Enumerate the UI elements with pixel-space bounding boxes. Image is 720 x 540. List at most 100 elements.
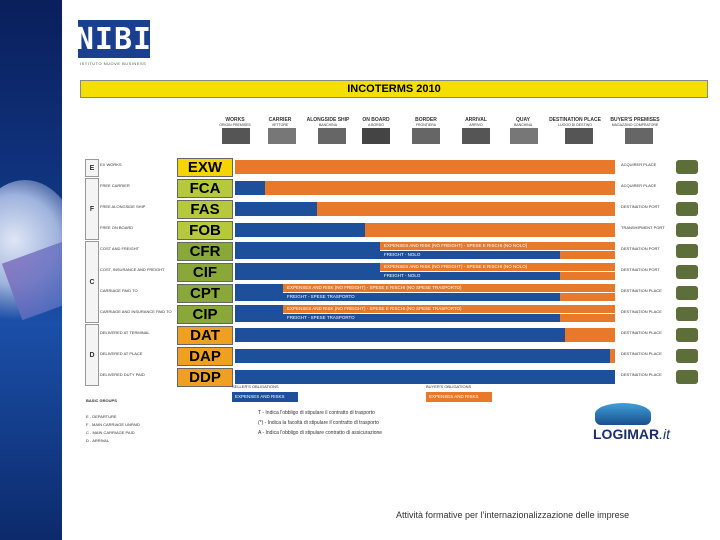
end-label: DESTINATION PORT: [621, 204, 660, 209]
group-cell: F: [85, 178, 99, 240]
freight-label: FREIGHT - NOLO: [384, 273, 421, 278]
freight-label: FREIGHT - NOLO: [384, 252, 421, 257]
row-label: EX WORKS: [100, 162, 122, 167]
seller-bar: [235, 263, 380, 280]
column-header: CARRIER VETTORE: [268, 117, 292, 127]
column-header: ALONGSIDE SHIP BANCHINA: [306, 117, 350, 127]
row-label: CARRIAGE PAID TO: [100, 288, 138, 293]
truck-icon: [676, 307, 698, 321]
border-icon: [412, 128, 440, 144]
ship-onboard-icon: [362, 128, 390, 144]
buyer-bar: [235, 160, 615, 174]
ship-alongside-icon: [318, 128, 346, 144]
seller-obligations-label: SELLER'S OBLIGATIONS: [232, 384, 279, 389]
expenses-risk-label: EXPENSES AND RISK (NO FREIGHT) - SPESE E…: [384, 243, 528, 248]
row-label: CARRIAGE AND INSURANCE PAID TO: [100, 309, 172, 314]
expenses-risk-transport-label: EXPENSES AND RISK (NO FREIGHT) - SPESE E…: [287, 285, 462, 290]
seller-bar: [235, 349, 610, 363]
incoterm-code: DAT: [177, 326, 233, 345]
chart-title-bar: INCOTERMS 2010: [80, 80, 708, 98]
basic-groups-label: BASIC GROUPS: [86, 398, 117, 403]
freight-bar: [283, 293, 560, 301]
seller-bar: [235, 370, 615, 384]
warehouse-icon: [625, 128, 653, 144]
legend-item: D - ARRIVAL: [86, 438, 110, 443]
note: (*) - Indica la facoltà di stipulare il …: [258, 420, 379, 426]
freight-bar: [380, 251, 560, 259]
buyer-bar: [317, 202, 615, 216]
chart-title: INCOTERMS 2010: [347, 83, 441, 95]
seller-bar: [235, 284, 283, 301]
note: T - Indica l'obbligo di stipulare il con…: [258, 410, 375, 416]
incoterm-code: FAS: [177, 200, 233, 219]
logimar-logo: LOGIMAR.it: [593, 403, 693, 443]
column-header: DESTINATION PLACE LUOGO DI DESTINO: [549, 117, 601, 127]
wave-icon: [595, 403, 651, 425]
group-cell: C: [85, 241, 99, 323]
buyer-bar: [560, 272, 615, 280]
row-label: COST, INSURANCE AND FREIGHT: [100, 267, 165, 272]
expenses-risk-transport-label: EXPENSES AND RISK (NO FREIGHT) - SPESE E…: [287, 306, 462, 311]
end-label: DESTINATION PLACE: [621, 372, 662, 377]
seller-bar: [235, 328, 565, 342]
incoterm-code: DAP: [177, 347, 233, 366]
end-label: DESTINATION PORT: [621, 267, 660, 272]
buyer-obligations-label: BUYER'S OBLIGATIONS: [426, 384, 472, 389]
end-label: DESTINATION PLACE: [621, 288, 662, 293]
logo-subtitle: ISTITUTO NUOVE BUSINESS: [80, 61, 147, 66]
ship-icon: [676, 202, 698, 216]
truck-icon: [676, 181, 698, 195]
row-label: DELIVERED AT PLACE: [100, 351, 143, 356]
incoterm-code: CPT: [177, 284, 233, 303]
ship-icon: [676, 265, 698, 279]
destination-truck-icon: [565, 128, 593, 144]
incoterm-code: FOB: [177, 221, 233, 240]
row-label: COST AND FREIGHT: [100, 246, 140, 251]
end-label: TRANSHIPMENT PORT: [621, 225, 665, 230]
buyer-bar: [560, 251, 615, 259]
buyer-bar: [565, 328, 615, 342]
column-header: WORKS ORIGIN PREMISES: [219, 117, 251, 127]
truck-icon: [268, 128, 296, 144]
seller-bar: [235, 181, 265, 195]
end-label: ACQUIRER PLACE: [621, 183, 657, 188]
incoterm-code: CIF: [177, 263, 233, 282]
ship-icon: [676, 244, 698, 258]
row-label: DELIVERED DUTY PAID: [100, 372, 145, 377]
nibi-logo: NIBI: [75, 20, 153, 58]
risk-bar: [380, 242, 615, 250]
buyer-bar: [365, 223, 615, 237]
end-label: DESTINATION PORT: [621, 246, 660, 251]
incoterm-code: CIP: [177, 305, 233, 324]
truck-icon: [676, 370, 698, 384]
incoterm-code: DDP: [177, 368, 233, 387]
row-label: DELIVERED AT TERMINAL: [100, 330, 150, 335]
factory-icon: [222, 128, 250, 144]
buyer-bar: [265, 181, 615, 195]
end-label: DESTINATION PLACE: [621, 351, 662, 356]
seller-bar: [235, 223, 365, 237]
freight-transport-label: FREIGHT - SPESE TRASPORTO: [287, 294, 355, 299]
seller-obligations-box: EXPENSES AND RISKS: [232, 392, 298, 402]
legend-item: F - MAIN CARRIAGE UNPAID: [86, 422, 140, 427]
column-header: ON BOARD A BORDO: [362, 117, 390, 127]
expenses-risk-label: EXPENSES AND RISK (NO FREIGHT) - SPESE E…: [384, 264, 528, 269]
group-cell: D: [85, 324, 99, 386]
column-header: BUYER'S PREMISES MAGAZZINO COMPRATORE: [610, 117, 660, 127]
incoterm-code: FCA: [177, 179, 233, 198]
truck-icon: [676, 160, 698, 174]
logo-text: NIBI: [75, 21, 153, 57]
group-cell: E: [85, 159, 99, 177]
risk-bar: [283, 305, 615, 313]
end-label: ACQUIRER PLACE: [621, 162, 657, 167]
truck-icon: [676, 349, 698, 363]
buyer-obligations-box: EXPENSES AND RISKS: [426, 392, 492, 402]
crane-icon: [510, 128, 538, 144]
end-label: DESTINATION PLACE: [621, 330, 662, 335]
ship-icon: [676, 223, 698, 237]
seller-bar: [235, 242, 380, 259]
buyer-bar: [560, 314, 615, 322]
freight-bar: [380, 272, 560, 280]
incoterm-code: CFR: [177, 242, 233, 261]
column-header: QUAY BANCHINA: [513, 117, 533, 127]
